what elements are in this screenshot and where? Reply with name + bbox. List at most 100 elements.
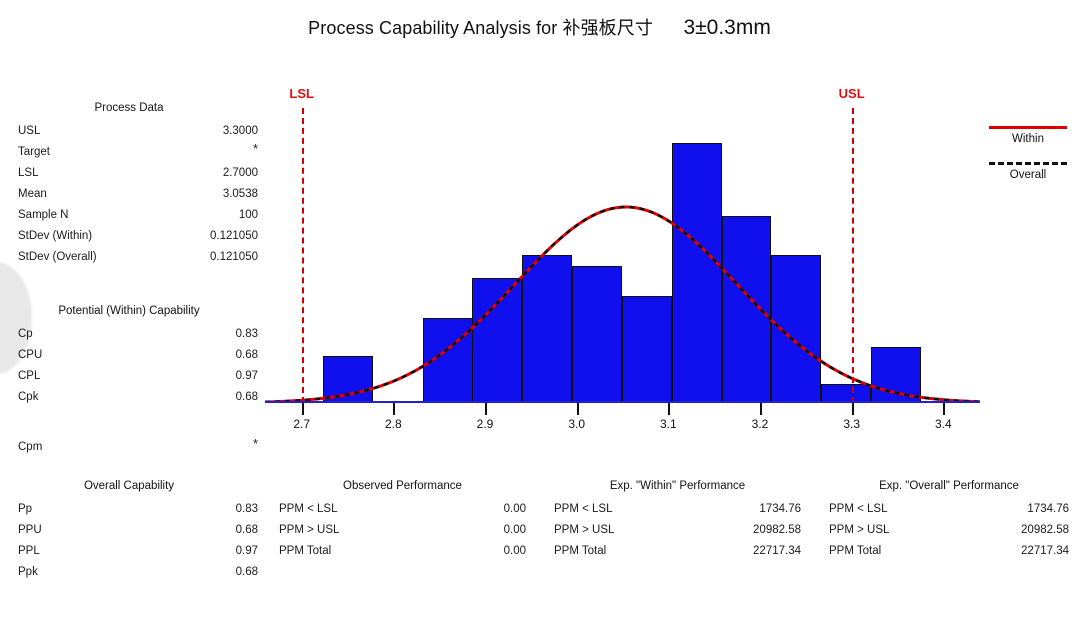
process-data-panel: Process Data USL 3.3000 Target * LSL 2.7… bbox=[18, 102, 258, 268]
perf-value: 1734.76 bbox=[1027, 503, 1069, 515]
usl-spec-label: USL bbox=[838, 86, 865, 101]
within-curve bbox=[265, 205, 980, 403]
perf-value: 20982.58 bbox=[753, 524, 801, 536]
potential-within-capability-panel: Potential (Within) Capability Cp 0.83 CP… bbox=[18, 305, 258, 408]
lsl-spec-line bbox=[301, 108, 304, 403]
table-row: Target * bbox=[18, 142, 258, 163]
stat-label: Cp bbox=[18, 328, 33, 340]
x-axis-tick-label: 2.8 bbox=[384, 417, 402, 431]
overall-legend-label: Overall bbox=[1009, 169, 1047, 181]
perf-label: PPM Total bbox=[829, 545, 882, 557]
table-row: USL 3.3000 bbox=[18, 121, 258, 142]
stat-label: Cpk bbox=[18, 391, 39, 403]
overall-performance-panel: Exp. "Overall" Performance PPM < LSL 173… bbox=[829, 480, 1069, 562]
overall-capability-heading: Overall Capability bbox=[83, 480, 175, 492]
table-row: StDev (Within) 0.121050 bbox=[18, 226, 258, 247]
x-axis-tick bbox=[851, 403, 854, 415]
table-row: Pp 0.83 bbox=[18, 499, 258, 520]
histogram-bar bbox=[572, 266, 623, 403]
overall-performance-heading: Exp. "Overall" Performance bbox=[879, 480, 1019, 492]
perf-value: 22717.34 bbox=[753, 545, 801, 557]
x-axis-tick bbox=[760, 403, 762, 415]
stat-value: 0.68 bbox=[235, 349, 258, 361]
stat-label: Cpm bbox=[18, 441, 43, 453]
perf-label: PPM > USL bbox=[554, 524, 615, 536]
perf-label: PPM > USL bbox=[279, 524, 340, 536]
x-axis-tick bbox=[393, 403, 396, 415]
fitted-distribution-curves bbox=[265, 205, 980, 403]
x-axis-tick bbox=[485, 403, 487, 415]
histogram-bar bbox=[521, 255, 572, 403]
perf-value: 0.00 bbox=[503, 524, 526, 536]
table-row: PPM < LSL 1734.76 bbox=[829, 499, 1069, 520]
x-axis-tick bbox=[668, 403, 671, 415]
table-row: Cpk 0.68 bbox=[18, 387, 258, 408]
x-axis-tick bbox=[301, 403, 304, 415]
plot-inner: LSL USL bbox=[265, 86, 980, 403]
histogram-bar bbox=[472, 278, 523, 403]
stat-label: StDev (Overall) bbox=[18, 251, 97, 263]
perf-value: 0.00 bbox=[503, 545, 526, 557]
stat-label: PPU bbox=[18, 524, 42, 536]
x-axis-tick-label: 3.3 bbox=[843, 417, 860, 431]
overall-curve bbox=[265, 205, 980, 403]
stat-label: CPL bbox=[18, 370, 41, 382]
stat-value: 0.97 bbox=[235, 545, 258, 557]
perf-value: 0.00 bbox=[503, 503, 526, 515]
table-row: Ppk 0.68 bbox=[18, 562, 258, 583]
process-data-heading: Process Data bbox=[94, 102, 164, 114]
legend: Within Overall bbox=[985, 122, 1071, 184]
perf-value: 1734.76 bbox=[759, 503, 801, 515]
page-title: Process Capability Analysis for 补强板尺寸 3±… bbox=[0, 14, 1079, 40]
perf-label: PPM Total bbox=[554, 545, 607, 557]
page-title-suffix: 3±0.3mm bbox=[683, 16, 771, 39]
table-row: Mean 3.0538 bbox=[18, 184, 258, 205]
perf-label: PPM < LSL bbox=[554, 503, 613, 515]
stat-value: 0.121050 bbox=[210, 251, 258, 263]
x-axis-tick bbox=[576, 403, 579, 415]
observed-performance-panel: Observed Performance PPM < LSL 0.00 PPM … bbox=[279, 480, 526, 562]
table-row: CPU 0.68 bbox=[18, 345, 258, 366]
x-axis-tick bbox=[943, 403, 946, 415]
table-row: PPM > USL 20982.58 bbox=[554, 520, 801, 541]
stat-label: CPU bbox=[18, 349, 43, 361]
stat-value: 0.68 bbox=[235, 566, 258, 578]
stat-label: Pp bbox=[18, 503, 33, 515]
stat-value: 0.68 bbox=[235, 391, 258, 403]
x-axis-tick-label: 3.2 bbox=[751, 417, 769, 431]
within-legend-swatch bbox=[989, 126, 1067, 129]
table-row: Sample N 100 bbox=[18, 205, 258, 226]
x-axis: 2.7 2.8 2.9 3.0 3.1 3.2 3.3 3.4 bbox=[265, 401, 980, 447]
perf-label: PPM > USL bbox=[829, 524, 890, 536]
x-axis-tick-label: 2.7 bbox=[293, 417, 310, 431]
table-row: CPL 0.97 bbox=[18, 366, 258, 387]
table-row: Cpm * bbox=[18, 437, 258, 458]
x-axis-tick-label: 2.9 bbox=[476, 417, 494, 431]
stat-label: USL bbox=[18, 125, 41, 137]
stat-value: 0.97 bbox=[235, 370, 258, 382]
x-axis-tick-label: 3.1 bbox=[659, 417, 677, 431]
observed-performance-heading: Observed Performance bbox=[343, 480, 462, 492]
stat-label: Sample N bbox=[18, 209, 69, 221]
perf-label: PPM Total bbox=[279, 545, 332, 557]
page-title-main: Process Capability Analysis for 补强板尺寸 bbox=[308, 18, 653, 38]
table-row: LSL 2.7000 bbox=[18, 163, 258, 184]
within-performance-heading: Exp. "Within" Performance bbox=[609, 480, 746, 492]
lsl-spec-label: LSL bbox=[289, 86, 314, 101]
stat-label: Ppk bbox=[18, 566, 38, 578]
table-row: PPM < LSL 1734.76 bbox=[554, 499, 801, 520]
stat-value: 2.7000 bbox=[222, 167, 258, 179]
table-row: StDev (Overall) 0.121050 bbox=[18, 247, 258, 268]
cpm-panel: Cpm * bbox=[18, 437, 258, 458]
table-row: PPM > USL 20982.58 bbox=[829, 520, 1069, 541]
within-performance-panel: Exp. "Within" Performance PPM < LSL 1734… bbox=[554, 480, 801, 562]
histogram-bar bbox=[721, 216, 772, 403]
within-capability-heading: Potential (Within) Capability bbox=[58, 305, 200, 317]
usl-spec-line bbox=[851, 108, 854, 403]
table-row: PPM Total 0.00 bbox=[279, 541, 526, 562]
stat-label: Target bbox=[18, 146, 50, 158]
histogram-bar bbox=[672, 143, 722, 403]
stat-label: PPL bbox=[18, 545, 40, 557]
stat-value: 100 bbox=[238, 209, 258, 221]
capability-histogram-plot: LSL USL bbox=[265, 86, 980, 403]
